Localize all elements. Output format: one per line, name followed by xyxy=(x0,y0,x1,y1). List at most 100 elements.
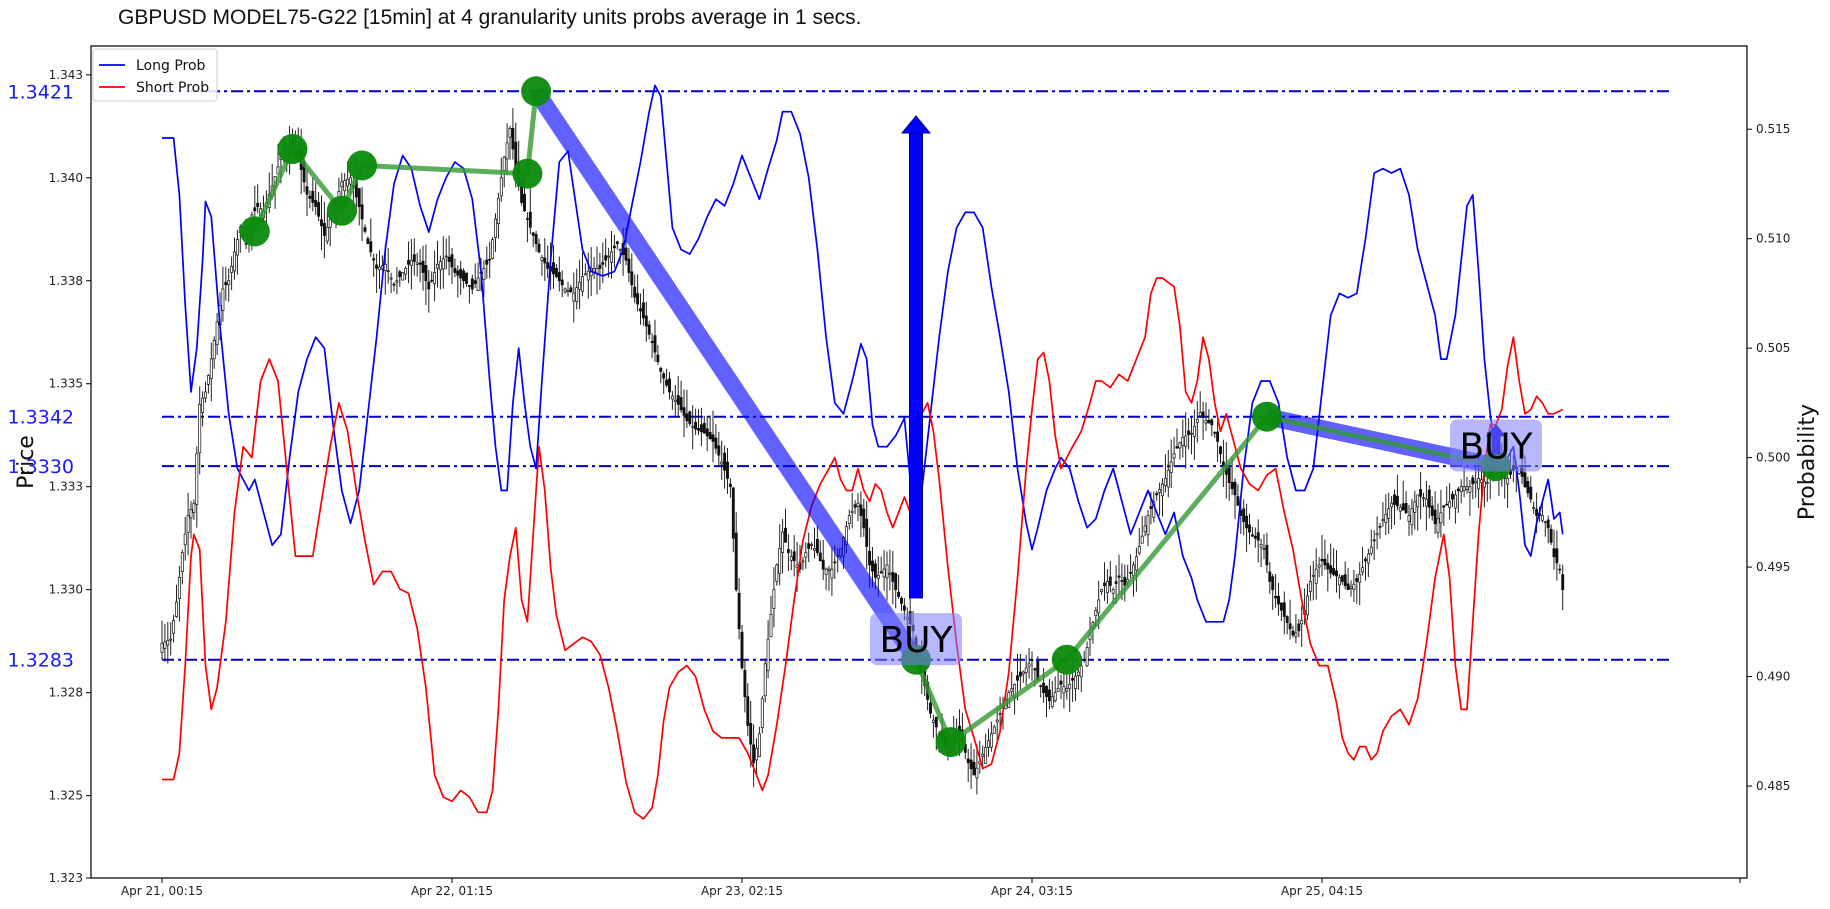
candle-body xyxy=(688,411,692,424)
candle-body xyxy=(1277,595,1280,605)
candle-body xyxy=(1184,435,1188,447)
short-prob-line xyxy=(162,277,1564,820)
candle-body xyxy=(847,515,851,525)
candle-body xyxy=(1253,535,1257,539)
chart-title: GBPUSD MODEL75-G22 [15min] at 4 granular… xyxy=(118,6,862,29)
candle-body xyxy=(1123,576,1127,586)
x-tick-label: Apr 24, 03:15 xyxy=(991,884,1073,898)
candle-body xyxy=(891,571,895,582)
candle-body xyxy=(1549,528,1553,543)
candle-body xyxy=(508,128,512,138)
candle-body xyxy=(1349,586,1353,589)
candle-body xyxy=(221,288,225,311)
candle-body xyxy=(972,761,976,776)
pivot-marker xyxy=(512,158,543,189)
candle-body xyxy=(1384,513,1388,523)
candle-body xyxy=(523,193,526,212)
y2-tick-label: 0.500 xyxy=(1756,451,1790,465)
candle-body xyxy=(1216,431,1220,442)
candle-body xyxy=(702,423,706,434)
candle-body xyxy=(166,640,170,646)
candle-body xyxy=(1453,494,1457,509)
candle-body xyxy=(386,270,390,273)
candle-body xyxy=(641,302,645,319)
candle-body xyxy=(850,511,854,513)
candle-body xyxy=(743,670,747,698)
y-tick-label: 1.340 xyxy=(49,171,83,185)
candle-body xyxy=(1430,505,1434,516)
y-tick-label: 1.325 xyxy=(49,789,83,803)
candle-body xyxy=(424,265,428,282)
horizontal-levels: 1.3421 1.3342 1.3330 1.3283 xyxy=(8,81,1672,672)
candle-body xyxy=(644,315,648,327)
candle-body xyxy=(685,413,689,422)
candle-body xyxy=(540,257,544,261)
candle-body xyxy=(395,280,399,283)
candle-body xyxy=(1085,646,1089,667)
candle-body xyxy=(398,271,402,278)
candle-body xyxy=(459,268,463,279)
candle-body xyxy=(1439,512,1443,524)
candle-body xyxy=(821,559,825,570)
candle-body xyxy=(757,733,761,757)
candle-body xyxy=(1355,578,1359,582)
candle-body xyxy=(882,568,886,578)
candle-body xyxy=(830,568,834,579)
candle-body xyxy=(1146,515,1150,536)
candle-body xyxy=(1468,486,1472,493)
candle-body xyxy=(372,258,376,261)
candle-body xyxy=(227,280,231,285)
candle-body xyxy=(407,260,410,265)
candle-body xyxy=(1143,525,1147,533)
candle-body xyxy=(781,531,785,553)
candle-body xyxy=(1204,420,1208,424)
candle-body xyxy=(1335,570,1338,577)
candle-body xyxy=(180,552,184,572)
candle-body xyxy=(1456,488,1460,492)
candle-body xyxy=(833,561,837,564)
candle-body xyxy=(1352,583,1356,590)
candle-body xyxy=(421,260,425,273)
candle-body xyxy=(1471,477,1475,485)
candle-body xyxy=(1039,685,1043,687)
candle-body xyxy=(1427,489,1431,508)
candle-body xyxy=(601,262,605,265)
candle-body xyxy=(639,308,642,312)
candle-body xyxy=(346,178,350,187)
candle-body xyxy=(995,719,999,723)
candle-body xyxy=(691,425,695,428)
candle-body xyxy=(1213,431,1217,434)
candle-body xyxy=(1523,472,1527,488)
candle-body xyxy=(1268,571,1272,582)
y-tick-label: 1.328 xyxy=(49,686,83,700)
candle-body xyxy=(1137,546,1141,554)
legend: Long Prob Short Prob xyxy=(92,48,218,102)
candle-body xyxy=(177,576,181,599)
candle-body xyxy=(871,560,874,572)
candle-body xyxy=(1161,483,1164,497)
candle-body xyxy=(865,518,869,547)
candle-body xyxy=(618,248,622,251)
candle-body xyxy=(322,223,326,236)
candle-body xyxy=(856,502,860,507)
candle-body xyxy=(1413,501,1417,513)
candle-body xyxy=(314,199,318,207)
candle-body xyxy=(987,740,990,748)
candle-body xyxy=(1407,515,1411,522)
y2-tick-label: 0.510 xyxy=(1756,232,1790,246)
candle-body xyxy=(366,238,370,245)
legend-box xyxy=(92,48,218,102)
candle-body xyxy=(183,533,187,546)
candle-body xyxy=(1233,481,1237,496)
candle-body xyxy=(441,258,445,270)
candle-body xyxy=(769,614,773,638)
candle-body xyxy=(409,259,413,266)
candle-body xyxy=(1485,482,1489,484)
candle-body xyxy=(668,378,671,393)
candle-body xyxy=(1195,419,1199,423)
candle-body xyxy=(1178,442,1182,449)
candle-body xyxy=(1480,479,1483,483)
candle-body xyxy=(795,564,799,568)
candle-body xyxy=(627,258,631,273)
candle-body xyxy=(1282,602,1286,617)
